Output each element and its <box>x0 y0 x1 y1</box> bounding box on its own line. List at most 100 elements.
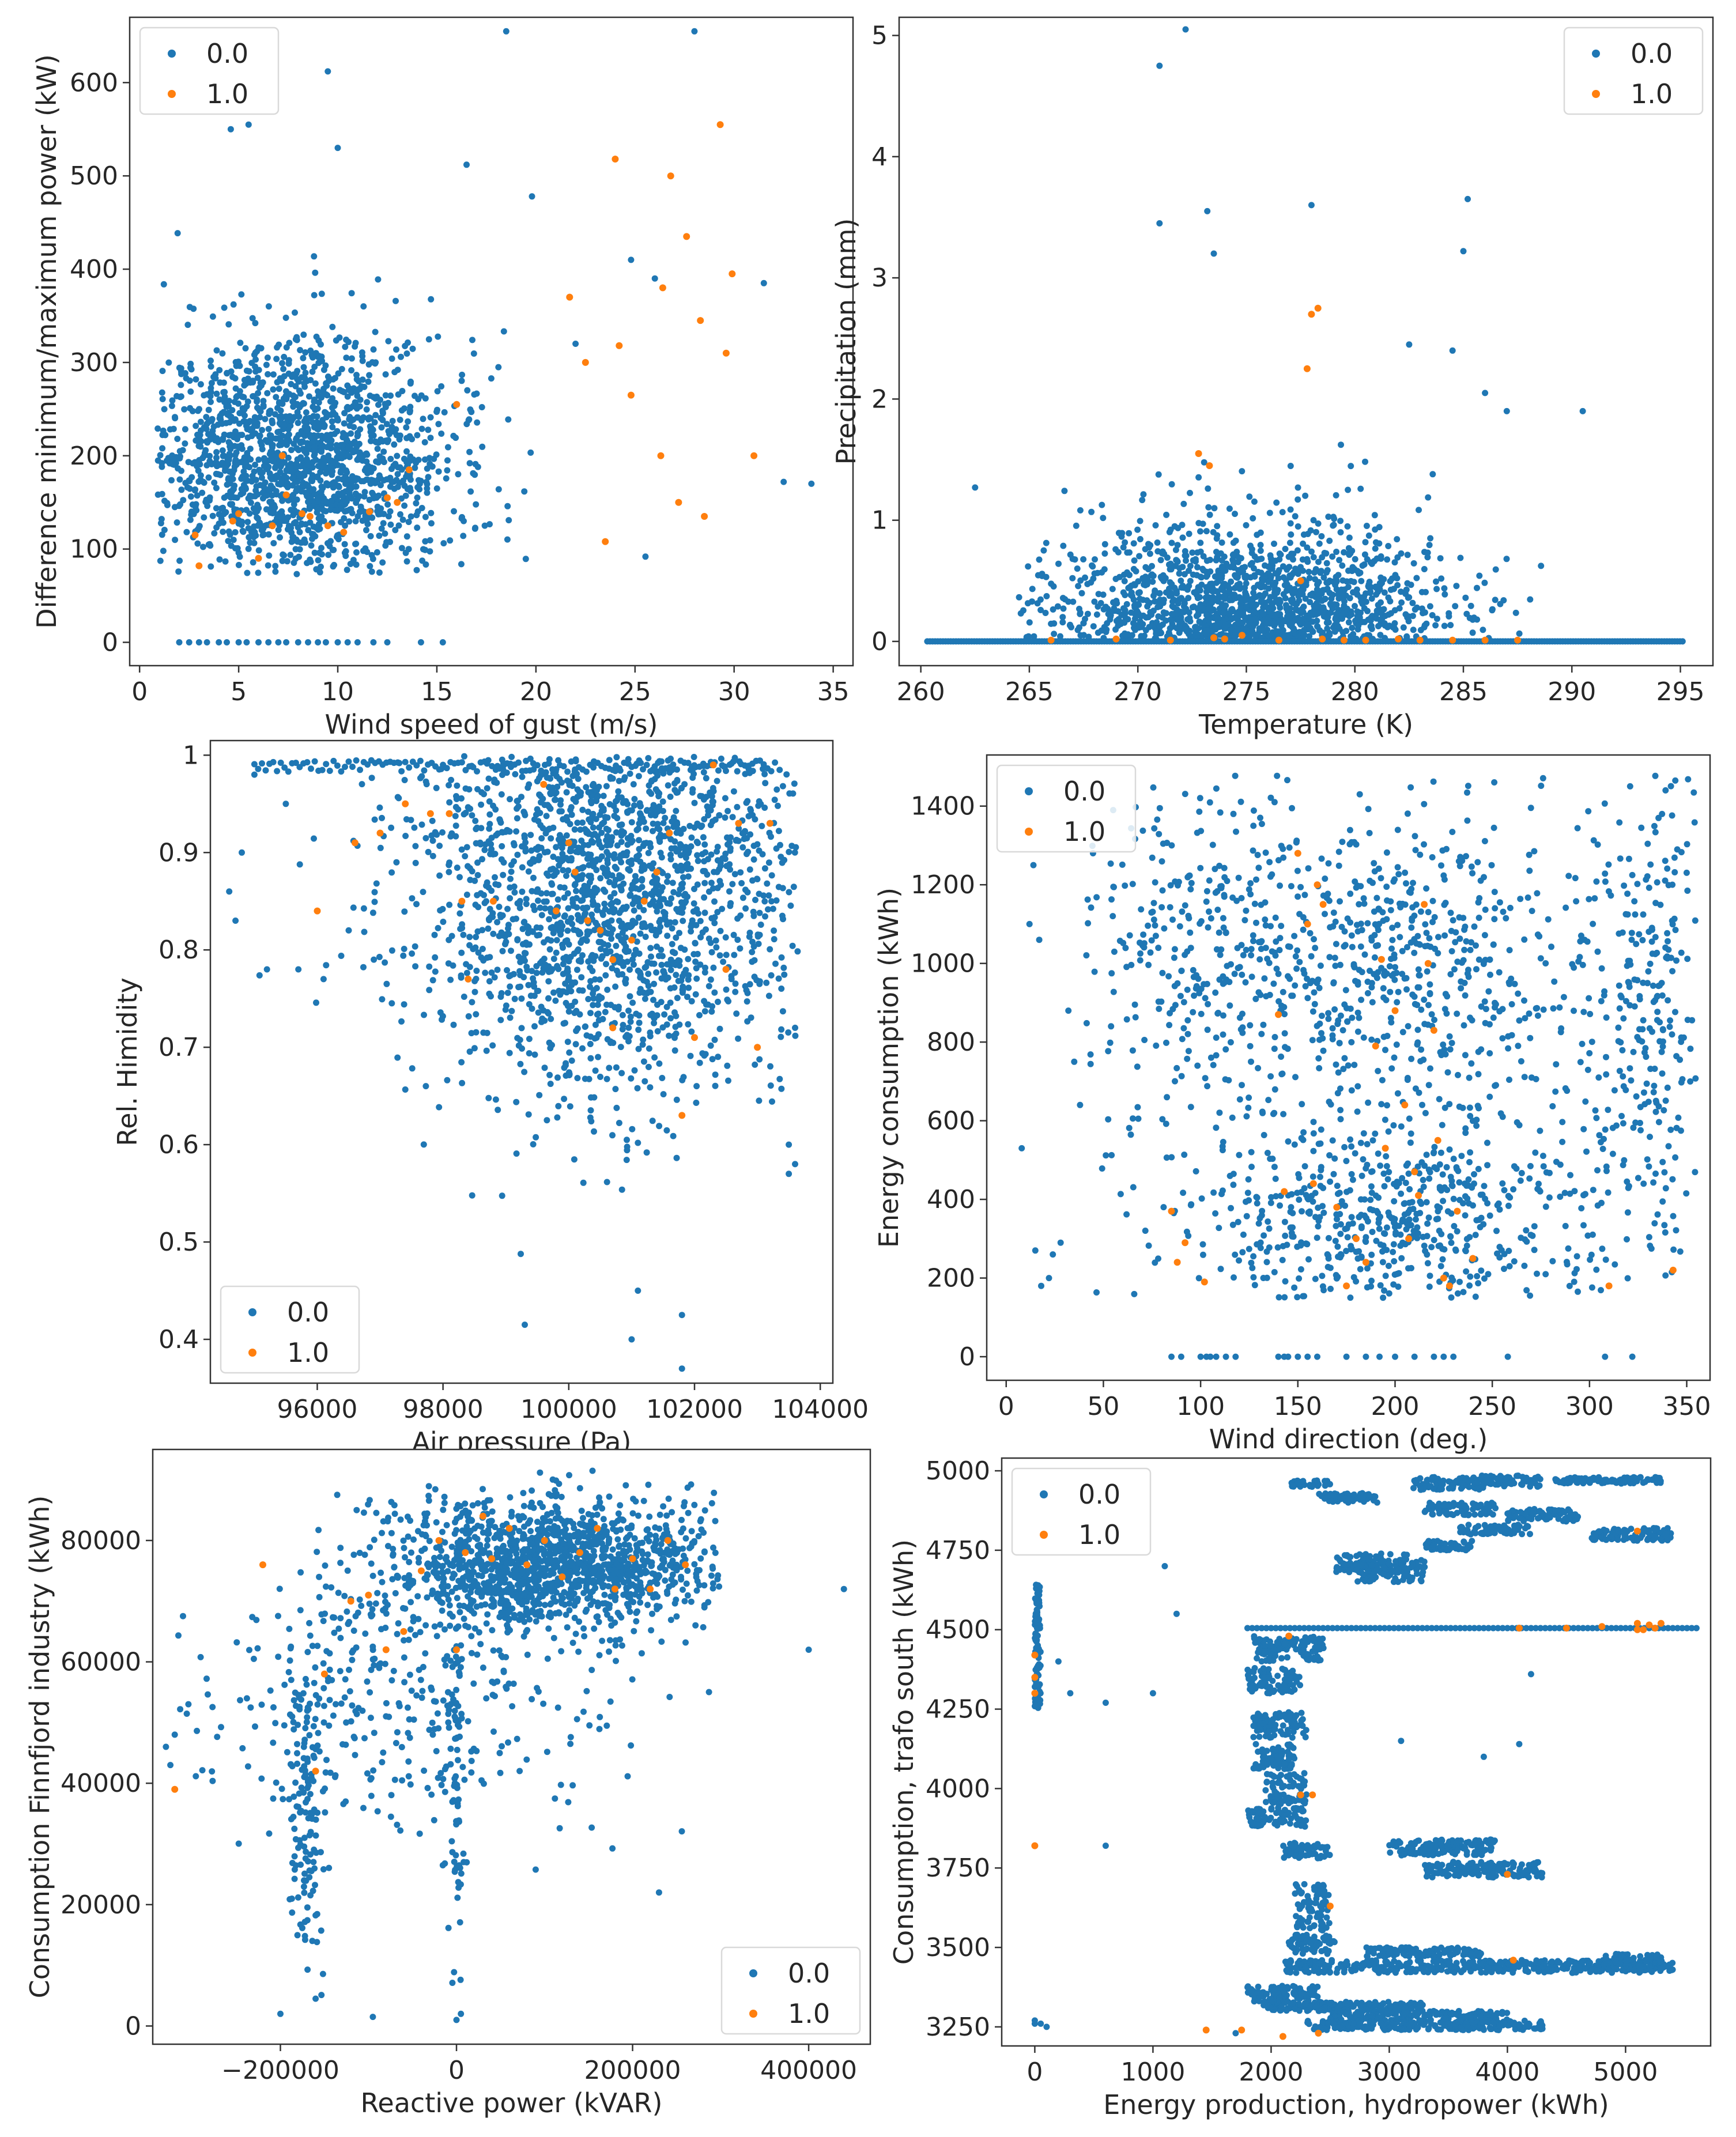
point-class-0 <box>471 977 478 984</box>
panel-pressure-vs-humidity: 96000 98000 100000 102000 1040000.40.50.60.7… <box>112 739 869 1458</box>
point-class-0 <box>1199 520 1206 527</box>
point-class-0 <box>1198 582 1205 588</box>
point-class-0 <box>379 814 385 821</box>
point-class-0 <box>389 418 396 424</box>
point-class-0 <box>158 460 165 467</box>
point-class-0 <box>563 832 570 839</box>
point-class-0 <box>1319 597 1326 604</box>
point-class-0 <box>266 552 273 559</box>
point-class-0 <box>513 1098 520 1105</box>
point-class-0 <box>354 639 361 645</box>
point-class-0 <box>1410 560 1417 567</box>
point-class-0 <box>369 359 376 366</box>
point-class-0 <box>434 388 441 395</box>
point-class-0 <box>1421 566 1428 572</box>
point-class-0 <box>628 819 635 826</box>
point-class-0 <box>285 431 292 438</box>
point-class-0 <box>510 916 516 923</box>
point-class-0 <box>1157 623 1164 629</box>
x-tick-label: 0 <box>131 677 148 707</box>
point-class-0 <box>431 931 438 938</box>
point-class-0 <box>1199 565 1206 572</box>
point-class-0 <box>715 1054 722 1060</box>
point-class-0 <box>1257 542 1264 549</box>
point-class-0 <box>425 426 432 433</box>
point-class-0 <box>306 393 312 400</box>
point-class-0 <box>518 1025 525 1032</box>
point-class-0 <box>451 508 457 515</box>
point-class-0 <box>675 890 682 897</box>
point-class-0 <box>421 456 428 463</box>
point-class-0 <box>701 894 708 901</box>
point-class-0 <box>479 443 486 450</box>
point-class-0 <box>1413 575 1420 582</box>
point-class-0 <box>330 459 337 466</box>
y-tick-label: 2 <box>871 384 888 414</box>
point-class-0 <box>637 930 644 937</box>
point-class-1 <box>366 508 373 515</box>
point-class-0 <box>377 474 384 481</box>
point-class-0 <box>701 969 708 976</box>
point-class-0 <box>393 346 399 353</box>
point-class-0 <box>342 481 349 487</box>
point-class-0 <box>232 385 239 392</box>
point-class-0 <box>671 919 678 926</box>
point-class-0 <box>594 1011 601 1018</box>
point-class-0 <box>661 833 668 840</box>
point-class-0 <box>447 833 454 840</box>
data-points <box>154 28 815 645</box>
x-tick-label: 10 <box>322 677 354 707</box>
point-class-1 <box>1314 304 1322 312</box>
point-class-0 <box>587 1114 594 1121</box>
point-class-0 <box>574 820 581 826</box>
point-class-0 <box>678 785 685 792</box>
point-class-0 <box>485 775 492 782</box>
point-class-0 <box>231 482 238 489</box>
point-class-1 <box>675 499 682 506</box>
point-class-0 <box>401 777 408 783</box>
point-class-0 <box>278 481 285 488</box>
point-class-0 <box>1257 548 1264 554</box>
point-class-0 <box>257 482 264 489</box>
point-class-0 <box>354 414 361 421</box>
point-class-0 <box>1205 617 1212 624</box>
point-class-0 <box>1269 582 1276 588</box>
point-class-0 <box>1135 601 1142 608</box>
point-class-0 <box>590 824 597 831</box>
point-class-0 <box>247 499 254 506</box>
point-class-0 <box>1243 580 1250 587</box>
point-class-0 <box>1345 584 1352 590</box>
point-class-0 <box>251 523 258 530</box>
point-class-0 <box>366 414 373 421</box>
point-class-0 <box>1295 523 1301 530</box>
point-class-0 <box>257 439 264 445</box>
point-class-0 <box>273 356 280 363</box>
point-class-0 <box>1252 616 1259 622</box>
point-class-0 <box>1059 614 1066 621</box>
point-class-0 <box>311 444 318 451</box>
point-class-0 <box>168 477 175 484</box>
point-class-0 <box>691 824 698 831</box>
point-class-0 <box>168 402 175 409</box>
point-class-0 <box>1148 611 1155 618</box>
point-class-0 <box>1099 501 1105 508</box>
point-class-0 <box>304 444 311 451</box>
point-class-0 <box>537 960 544 966</box>
point-class-0 <box>1273 499 1280 506</box>
point-class-0 <box>244 569 251 576</box>
point-class-0 <box>1492 566 1499 573</box>
point-class-0 <box>1269 601 1275 607</box>
point-class-0 <box>1433 586 1440 592</box>
point-class-0 <box>1195 474 1202 481</box>
point-class-0 <box>444 467 451 474</box>
point-class-0 <box>1135 590 1142 596</box>
point-class-0 <box>354 392 361 399</box>
point-class-0 <box>264 439 271 445</box>
point-class-0 <box>378 482 384 489</box>
point-class-0 <box>353 499 360 506</box>
point-class-0 <box>1300 567 1307 574</box>
point-class-0 <box>378 525 385 532</box>
point-class-0 <box>359 518 366 524</box>
point-class-0 <box>667 999 674 1006</box>
point-class-0 <box>1050 583 1057 590</box>
